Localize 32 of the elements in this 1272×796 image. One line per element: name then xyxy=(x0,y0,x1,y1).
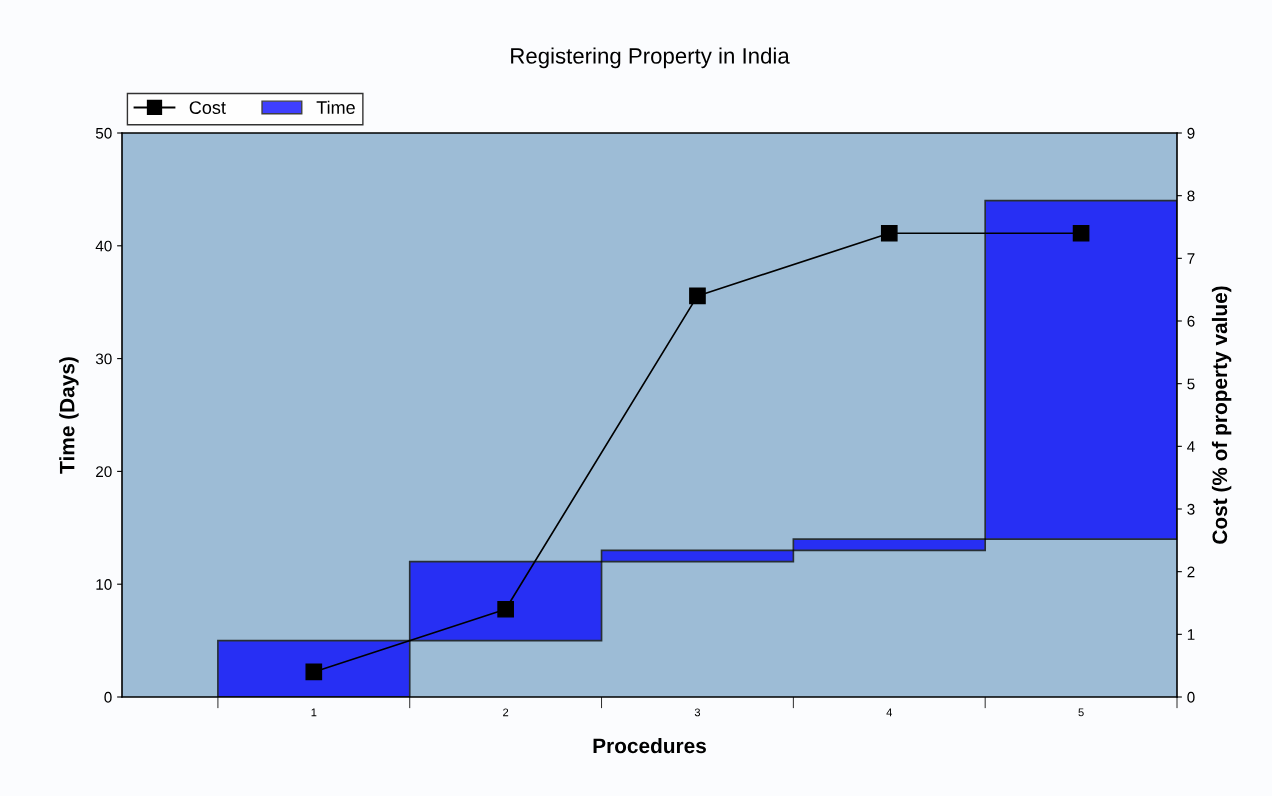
y-tick-label: 0 xyxy=(104,691,112,703)
x-axis-title: Procedures xyxy=(593,737,706,754)
y2-axis-title: Cost (% of property value) xyxy=(1211,286,1232,544)
y2-tick-label: 2 xyxy=(1187,566,1195,578)
x-tick-label: 2 xyxy=(503,708,509,717)
point xyxy=(880,224,898,242)
x-tick-label: 3 xyxy=(694,708,701,717)
point xyxy=(497,600,514,618)
x-tick-label: 4 xyxy=(886,708,893,717)
point xyxy=(1072,224,1090,242)
y2-tick-label: 8 xyxy=(1187,190,1195,202)
y2-tick-label: 5 xyxy=(1187,378,1195,390)
chart-title: Registering Property in India xyxy=(511,47,790,69)
y2-tick-label: 0 xyxy=(1187,691,1195,703)
y2-tick-label: 9 xyxy=(1187,127,1195,139)
y-tick-label: 30 xyxy=(95,353,112,365)
y2-tick-label: 7 xyxy=(1187,253,1195,264)
x-tick-label: 5 xyxy=(1078,708,1084,717)
y-tick-label: 20 xyxy=(96,466,112,478)
point xyxy=(305,663,323,681)
y2-tick-label: 6 xyxy=(1187,315,1195,327)
y-tick-label: 10 xyxy=(96,579,112,590)
x-tick-label: 1 xyxy=(311,708,317,717)
y-tick-label: 40 xyxy=(95,240,112,252)
point xyxy=(689,287,706,305)
legend-label: Time xyxy=(316,100,355,114)
y-axis-title: Time (Days) xyxy=(59,357,79,474)
y2-tick-label: 4 xyxy=(1187,441,1195,452)
y2-tick-label: 3 xyxy=(1187,503,1195,515)
legend-label: Cost xyxy=(189,101,226,114)
y-tick-label: 50 xyxy=(95,127,112,139)
y2-tick-label: 1 xyxy=(1187,629,1195,640)
